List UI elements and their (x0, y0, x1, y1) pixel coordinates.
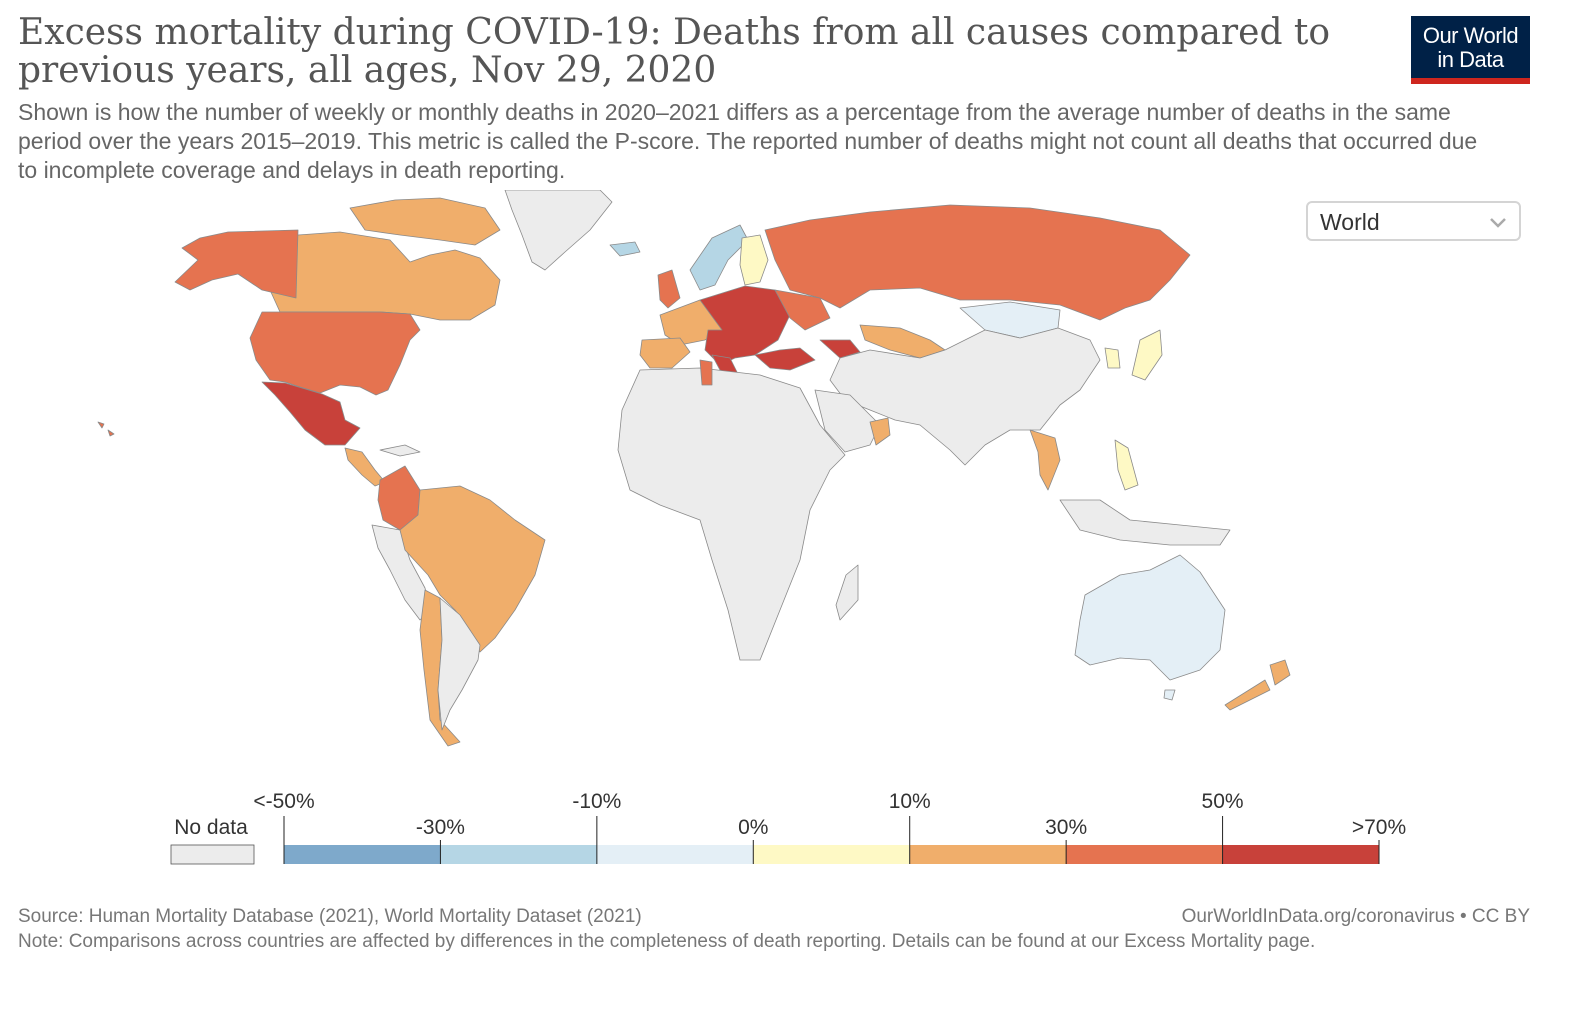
legend-tick-label: 10% (889, 790, 931, 813)
chart-subtitle: Shown is how the number of weekly or mon… (18, 99, 1478, 183)
region-oman[interactable] (869, 417, 891, 446)
note-text: Note: Comparisons across countries are a… (18, 931, 1316, 952)
chevron-down-icon (1490, 218, 1506, 228)
region-japan[interactable] (1131, 329, 1163, 381)
legend-bin-swatch[interactable] (753, 845, 910, 864)
source-url[interactable]: OurWorldInData.org/coronavirus • CC BY (1181, 906, 1530, 927)
legend-bin-swatch[interactable] (440, 845, 597, 864)
region-iceland[interactable] (609, 241, 641, 257)
region-finland[interactable] (739, 234, 769, 286)
region-new-zealand[interactable] (1224, 659, 1291, 711)
legend-no-data-swatch[interactable] (170, 844, 255, 865)
region-thailand[interactable] (1029, 429, 1061, 491)
legend-bin-swatch[interactable] (284, 845, 441, 864)
region-korea[interactable] (1104, 347, 1121, 369)
legend-tick-label: 0% (738, 816, 768, 839)
logo-line-2: in Data (1437, 47, 1504, 72)
source-text: Source: Human Mortality Database (2021),… (18, 906, 642, 927)
region-russia[interactable] (764, 204, 1191, 321)
legend-bins: <-50% -30% -10% 0% 10% 30% 50% >70% (253, 790, 1406, 864)
region-iberia[interactable] (639, 337, 691, 369)
legend-bin-swatch[interactable] (596, 845, 754, 864)
region-mexico[interactable] (261, 381, 361, 446)
legend-tick-label: 30% (1045, 816, 1087, 839)
legend-bin-swatch[interactable] (1066, 845, 1223, 864)
region-madagascar[interactable] (835, 564, 859, 621)
region-arabia[interactable] (814, 389, 881, 453)
legend-tick-label: -10% (572, 790, 621, 813)
region-canada[interactable] (269, 231, 501, 321)
region-central-europe[interactable] (699, 285, 791, 366)
owid-logo[interactable]: Our World in Data (1411, 16, 1530, 84)
legend-tick-label: -30% (416, 816, 465, 839)
region-caucasus[interactable] (819, 339, 861, 359)
region-norway[interactable] (689, 224, 749, 291)
legend-tick-label: 50% (1202, 790, 1244, 813)
legend-no-data-label: No data (174, 816, 248, 839)
legend-bin-swatch[interactable] (909, 845, 1067, 864)
region-select-value: World (1320, 209, 1380, 235)
region-africa[interactable] (617, 367, 846, 661)
region-hawaii[interactable] (97, 421, 115, 437)
region-australia[interactable] (1074, 554, 1226, 681)
region-canada-islands[interactable] (349, 197, 501, 246)
region-philippines[interactable] (1114, 439, 1139, 491)
region-alaska[interactable] (174, 229, 299, 299)
region-central-america[interactable] (344, 447, 386, 487)
logo-line-1: Our World (1422, 23, 1519, 48)
region-argentina[interactable] (437, 597, 481, 731)
region-brazil[interactable] (399, 485, 546, 653)
region-caribbean[interactable] (379, 444, 421, 457)
region-indonesia[interactable] (1059, 499, 1231, 546)
region-select[interactable]: World (1306, 201, 1521, 241)
region-united-kingdom[interactable] (657, 269, 681, 309)
region-ukraine[interactable] (774, 289, 831, 331)
region-united-states[interactable] (249, 311, 421, 396)
region-tasmania[interactable] (1163, 689, 1176, 701)
legend-tick-label: <-50% (253, 790, 314, 813)
region-greenland[interactable] (504, 190, 613, 271)
chart-title: Excess mortality during COVID-19: Deaths… (18, 12, 1331, 91)
world-map (97, 190, 1291, 747)
legend-tick-label: >70% (1352, 816, 1406, 839)
legend-bin-swatch[interactable] (1222, 845, 1379, 864)
region-asia[interactable] (829, 327, 1101, 466)
color-legend: No data <-50% -30% -10% 0% 10% 30% 50% >70% (170, 790, 1406, 865)
region-tunisia[interactable] (699, 359, 713, 386)
